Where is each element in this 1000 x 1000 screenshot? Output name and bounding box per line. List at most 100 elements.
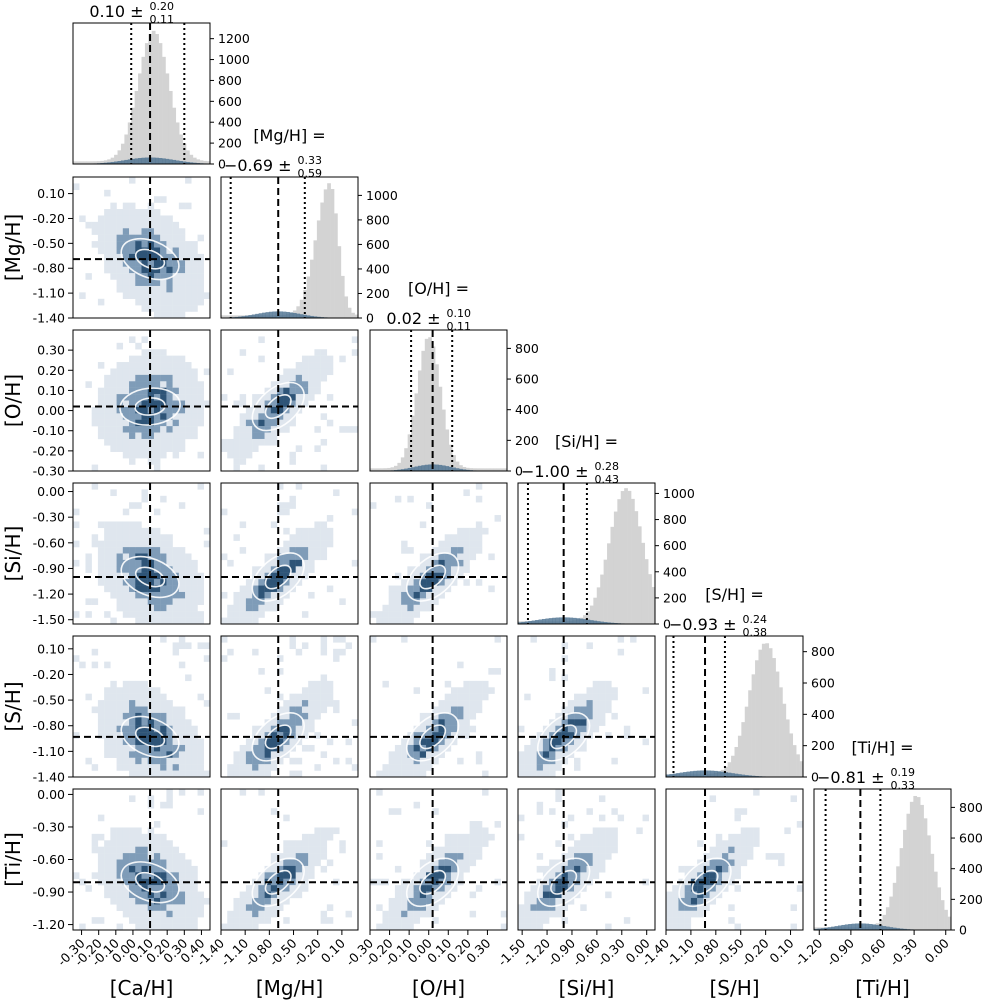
x-axis-label: [Mg/H] — [256, 976, 323, 1000]
density-cell — [252, 764, 259, 771]
hist-overlay-bar — [175, 160, 180, 164]
density-cell — [172, 910, 180, 918]
contour-line — [134, 726, 166, 748]
hist-overlay-bar — [448, 466, 453, 471]
density-cell — [110, 706, 117, 714]
density-cell — [122, 266, 130, 274]
density-cell — [301, 840, 309, 847]
density-cell — [463, 865, 470, 873]
density-cell — [740, 853, 748, 860]
hist-overlay-bar — [428, 464, 432, 471]
density-cell — [197, 611, 204, 618]
density-cell — [135, 540, 142, 548]
hist-overlay-bar — [903, 928, 907, 930]
density-cell — [611, 833, 618, 841]
density-cell — [438, 872, 445, 879]
density-cell — [147, 795, 155, 803]
density-cell — [153, 247, 161, 255]
density-cell — [444, 553, 452, 561]
density-cell — [97, 706, 105, 714]
hist-overlay-bar — [879, 925, 883, 930]
contour-line — [120, 555, 180, 599]
density-cell — [561, 751, 569, 758]
hist-overlay-bar — [124, 159, 129, 164]
density-cell — [270, 572, 278, 580]
density-cell — [129, 234, 136, 242]
density-cell — [264, 426, 272, 433]
density-cell — [160, 764, 167, 771]
density-cell — [426, 732, 433, 739]
density-cell — [73, 559, 80, 567]
density-cell — [129, 209, 136, 216]
density-cell — [191, 566, 198, 573]
hist-overlay-bar — [831, 926, 835, 930]
density-cell — [191, 406, 198, 414]
density-cell — [172, 387, 180, 395]
density-cell — [574, 865, 581, 873]
density-cell — [394, 904, 402, 911]
density-cell — [172, 744, 180, 752]
density-cell — [197, 770, 204, 778]
density-cell — [301, 362, 309, 369]
density-cell — [413, 904, 421, 911]
density-cell — [320, 693, 328, 701]
density-cell — [122, 853, 130, 860]
density-cell — [314, 846, 321, 854]
density-cell — [574, 840, 581, 847]
density-cell — [542, 751, 550, 758]
density-cell — [301, 553, 309, 561]
density-cell — [153, 712, 161, 720]
density-cell — [191, 400, 198, 408]
density-cell — [450, 540, 458, 548]
y-tick-label: -0.50 — [33, 693, 65, 708]
density-cell — [598, 687, 606, 694]
hist-bar — [469, 468, 474, 471]
density-cell — [147, 827, 155, 835]
density-cell — [401, 897, 408, 905]
density-cell — [153, 413, 161, 420]
density-cell — [185, 368, 192, 376]
hist-bar — [620, 491, 625, 624]
density-cell — [469, 859, 477, 867]
density-cell — [172, 585, 180, 593]
density-cell — [376, 770, 383, 778]
density-cell — [153, 821, 161, 828]
hist-bar — [296, 306, 301, 318]
hist-bar — [110, 157, 115, 164]
density-cell — [129, 521, 136, 529]
density-cell — [351, 336, 359, 344]
density-cell — [104, 891, 111, 899]
density-cell — [172, 738, 180, 746]
density-cell — [104, 438, 111, 446]
density-cell — [166, 355, 173, 363]
hist-bar — [347, 307, 352, 318]
density-cell — [413, 801, 421, 809]
density-cell — [413, 566, 421, 573]
density-cell — [116, 241, 124, 248]
density-cell — [444, 833, 452, 841]
hist-overlay-bar — [248, 315, 253, 318]
density-cell — [160, 712, 167, 720]
density-cell — [444, 725, 452, 733]
density-cell — [444, 846, 452, 854]
density-cell — [722, 840, 729, 847]
density-cell — [116, 764, 124, 771]
hist-overlay-bar — [313, 316, 318, 318]
hist-bar — [761, 643, 766, 777]
density-cell — [153, 706, 161, 714]
density-cell — [178, 432, 186, 440]
density-cell — [314, 374, 321, 382]
hist-overlay-bar — [885, 926, 890, 930]
density-cell — [197, 419, 204, 427]
density-cell — [233, 458, 240, 465]
density-cell — [110, 865, 117, 873]
density-cell — [270, 419, 278, 427]
density-cell — [97, 553, 105, 561]
density-cell — [703, 853, 710, 860]
density-cell — [426, 840, 433, 847]
density-cell — [221, 923, 228, 931]
density-cell — [172, 885, 180, 892]
density-cell — [172, 260, 180, 267]
density-cell — [141, 872, 148, 879]
density-cell — [283, 566, 290, 573]
